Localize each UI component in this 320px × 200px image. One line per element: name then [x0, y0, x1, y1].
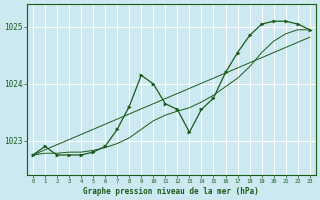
X-axis label: Graphe pression niveau de la mer (hPa): Graphe pression niveau de la mer (hPa) [84, 187, 259, 196]
